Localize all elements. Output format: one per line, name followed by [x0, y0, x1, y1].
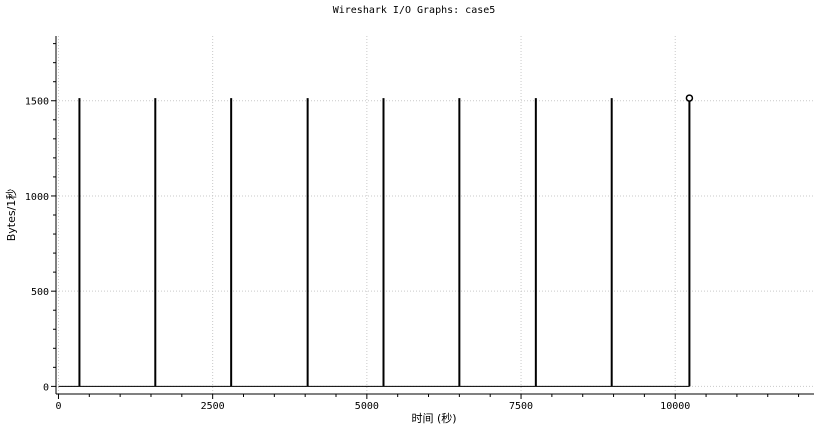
y-tick-label: 1500: [25, 97, 49, 108]
series-layer: [58, 94, 694, 387]
ticks-layer: 0 2500 5000 7500 10000 0 500 1000 1500: [25, 43, 800, 412]
x-tick-label: 5000: [355, 401, 379, 412]
x-tick-label: 2500: [201, 401, 225, 412]
y-tick-label: 0: [43, 382, 49, 393]
selected-point-marker: [685, 94, 694, 102]
axes-layer: [55, 36, 814, 395]
x-tick-label: 0: [55, 401, 61, 412]
chart-title: Wireshark I/O Graphs: case5: [333, 5, 496, 16]
y-axis-label: Bytes/1秒: [4, 189, 18, 242]
x-tick-label: 10000: [660, 401, 690, 412]
x-tick-label: 7500: [509, 401, 533, 412]
y-tick-label: 1000: [25, 192, 49, 203]
grid-layer: [56, 36, 814, 394]
x-axis-label: 时间 (秒): [411, 411, 456, 425]
y-tick-label: 500: [31, 287, 49, 298]
